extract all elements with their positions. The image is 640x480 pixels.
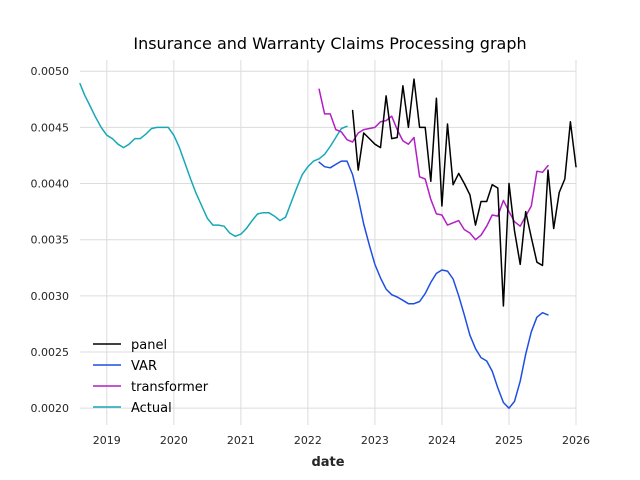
series-line-transformer	[318, 88, 549, 241]
y-tick-label: 0.0020	[31, 402, 70, 415]
y-tick-label: 0.0025	[31, 346, 70, 359]
y-axis-ticks: 0.0020 0.0025 0.0030 0.0035 0.0040 0.0045 0.00…	[31, 65, 70, 415]
y-tick-label: 0.0050	[31, 65, 70, 78]
x-axis-ticks: 2019 2020 2021 2022 2023 2024 2025 2026	[93, 434, 590, 447]
y-tick-label: 0.0030	[31, 290, 70, 303]
legend-label: Actual	[131, 401, 172, 416]
x-tick-label: 2019	[93, 434, 121, 447]
x-axis-title: date	[311, 455, 344, 470]
y-tick-label: 0.0045	[31, 121, 70, 134]
x-tick-label: 2022	[294, 434, 322, 447]
x-tick-label: 2026	[562, 434, 590, 447]
x-tick-label: 2025	[495, 434, 523, 447]
legend-label: panel	[131, 338, 167, 353]
y-tick-label: 0.0040	[31, 178, 70, 191]
series-line-panel	[351, 78, 577, 307]
legend: panel VAR transformer Actual	[93, 338, 209, 416]
y-tick-label: 0.0035	[31, 234, 70, 247]
x-tick-label: 2024	[428, 434, 456, 447]
x-tick-label: 2021	[227, 434, 255, 447]
series-line-actual	[79, 82, 348, 238]
grid	[80, 60, 577, 425]
legend-label: VAR	[131, 359, 157, 374]
legend-label: transformer	[131, 380, 209, 395]
series-line-var	[318, 160, 549, 409]
x-tick-label: 2023	[361, 434, 389, 447]
chart-title: Insurance and Warranty Claims Processing…	[133, 34, 526, 53]
series-group	[79, 78, 577, 409]
x-tick-label: 2020	[160, 434, 188, 447]
